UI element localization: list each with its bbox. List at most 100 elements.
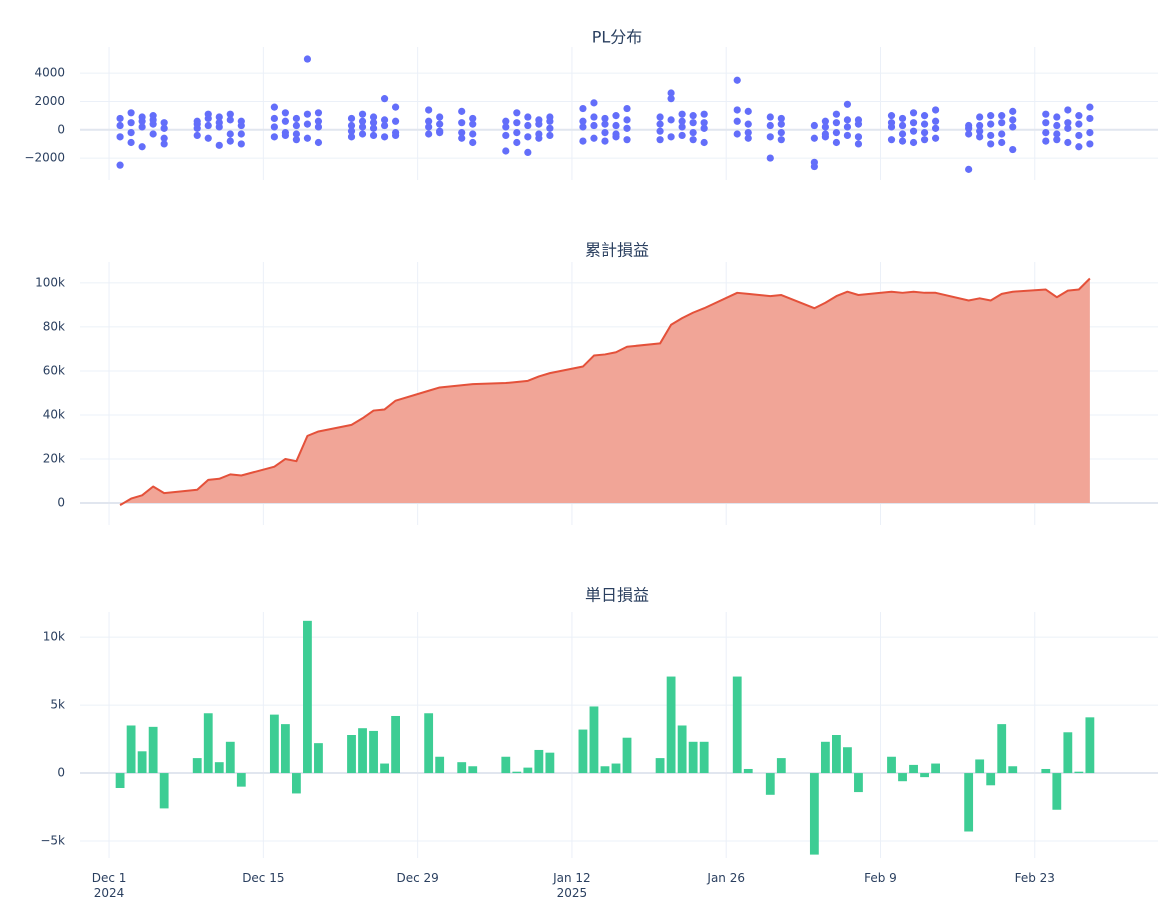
scatter-point bbox=[281, 117, 289, 125]
bar bbox=[391, 715, 400, 774]
scatter-point bbox=[1042, 137, 1050, 145]
scatter-point bbox=[303, 134, 312, 142]
scatter-point bbox=[898, 121, 907, 130]
scatter-point bbox=[1075, 143, 1083, 151]
scatter-point bbox=[116, 133, 124, 141]
bar bbox=[148, 726, 158, 774]
scatter-point bbox=[215, 113, 223, 121]
scatter-point bbox=[810, 134, 818, 142]
scatter-point bbox=[777, 114, 785, 123]
scatter-point bbox=[226, 137, 234, 145]
scatter-point bbox=[215, 141, 223, 149]
scatter-point bbox=[667, 89, 675, 97]
scatter-point bbox=[270, 103, 278, 111]
bar bbox=[854, 773, 863, 793]
bar bbox=[280, 724, 290, 774]
scatter-point bbox=[843, 100, 852, 108]
bar bbox=[512, 771, 522, 774]
scatter-point bbox=[678, 110, 686, 118]
scatter-point bbox=[656, 127, 664, 135]
scatter-point bbox=[832, 138, 841, 147]
scatter-point bbox=[524, 133, 532, 141]
scatter-point bbox=[1053, 121, 1061, 130]
chart-title: PL分布 bbox=[592, 28, 643, 47]
scatter-point bbox=[369, 131, 378, 140]
scatter-point bbox=[843, 131, 852, 140]
line bbox=[119, 277, 1091, 507]
scatter-point bbox=[920, 112, 929, 120]
scatter-point bbox=[458, 107, 466, 115]
bar bbox=[137, 751, 147, 774]
scatter-point bbox=[513, 129, 521, 137]
bar bbox=[622, 737, 632, 774]
y-tick-label: −5k bbox=[40, 834, 65, 848]
bar bbox=[931, 763, 940, 774]
scatter-point bbox=[425, 130, 433, 138]
bar bbox=[964, 773, 974, 832]
y-tick-label: 80k bbox=[43, 319, 65, 333]
scatter-point bbox=[612, 112, 620, 120]
y-tick-label: 40k bbox=[43, 407, 65, 421]
scatter-point bbox=[292, 121, 301, 130]
x-tick-label: Dec 15 bbox=[242, 871, 284, 885]
bar bbox=[843, 747, 852, 774]
bar bbox=[611, 763, 621, 774]
scatter-point bbox=[469, 120, 477, 128]
scatter-point bbox=[458, 129, 466, 137]
scatter-point bbox=[766, 133, 774, 141]
scatter-point bbox=[347, 133, 356, 141]
scatter-point bbox=[733, 106, 741, 114]
scatter-point bbox=[1086, 114, 1094, 123]
scatter-point bbox=[821, 123, 829, 131]
scatter-point bbox=[887, 123, 896, 131]
scatter-point bbox=[987, 112, 995, 120]
scatter-point bbox=[766, 113, 774, 121]
scatter-point bbox=[976, 121, 984, 130]
scatter-point bbox=[149, 130, 157, 138]
scatter-point bbox=[931, 117, 940, 125]
bar bbox=[986, 773, 996, 786]
bar bbox=[887, 756, 896, 774]
scatter-point bbox=[898, 130, 907, 138]
scatter-point bbox=[854, 140, 863, 148]
scatter-point bbox=[843, 123, 852, 131]
bar bbox=[1041, 768, 1051, 774]
scatter-point bbox=[700, 138, 708, 147]
bar bbox=[1052, 773, 1062, 810]
scatter-point bbox=[535, 120, 543, 128]
scatter-point bbox=[1064, 119, 1072, 127]
scatter-point bbox=[700, 110, 708, 118]
scatter-point bbox=[358, 123, 367, 131]
scatter-point bbox=[160, 134, 168, 142]
scatter-point bbox=[138, 117, 146, 125]
scatter-point bbox=[380, 133, 389, 141]
scatter-point bbox=[931, 106, 940, 114]
scatter-point bbox=[744, 134, 752, 142]
y-tick-label: 10k bbox=[43, 630, 65, 644]
bar bbox=[380, 763, 389, 774]
scatter-point bbox=[193, 117, 201, 125]
scatter-point bbox=[513, 109, 521, 117]
bar bbox=[743, 768, 753, 774]
scatter-point bbox=[358, 117, 367, 125]
scatter-point bbox=[909, 109, 918, 117]
scatter-point bbox=[380, 95, 389, 103]
scatter-point bbox=[436, 129, 444, 137]
y-tick-label: 0 bbox=[57, 766, 65, 780]
scatter-point bbox=[193, 124, 201, 132]
scatter-point bbox=[700, 124, 708, 132]
scatter-point bbox=[502, 123, 510, 131]
scatter-point bbox=[314, 138, 323, 147]
y-tick-label: 0 bbox=[57, 122, 65, 136]
scatter-point bbox=[612, 130, 620, 138]
scatter-point bbox=[524, 113, 532, 121]
scatter-point bbox=[546, 131, 554, 140]
bar bbox=[203, 713, 213, 774]
scatter-point bbox=[821, 117, 829, 125]
bar bbox=[424, 713, 434, 774]
scatter-point bbox=[579, 123, 587, 131]
scatter-point bbox=[998, 112, 1006, 120]
scatter-point bbox=[744, 129, 752, 137]
scatter-point bbox=[391, 129, 400, 137]
